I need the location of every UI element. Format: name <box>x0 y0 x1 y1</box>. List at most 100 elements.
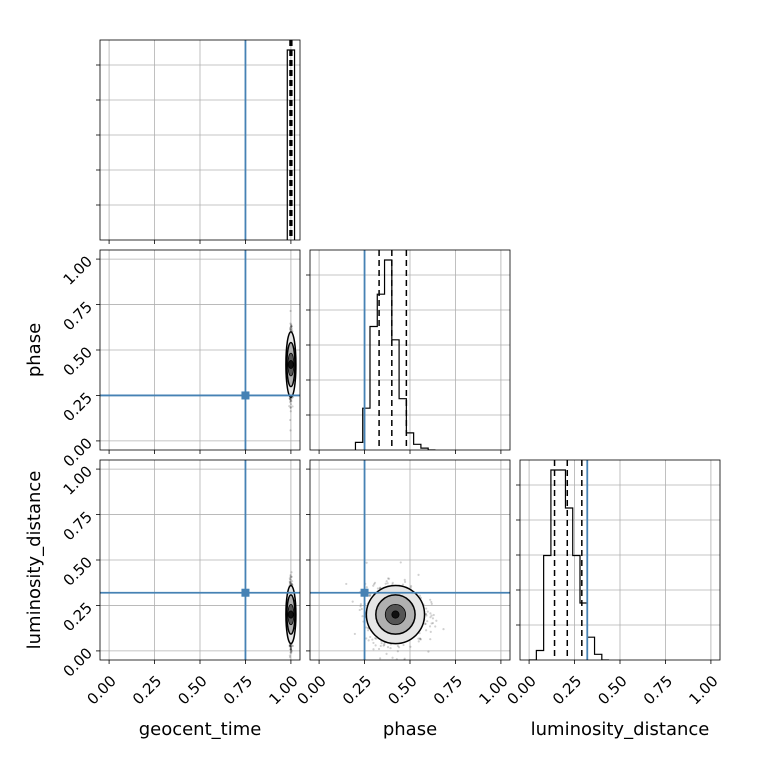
scatter-point <box>290 327 293 330</box>
scatter-point <box>424 622 427 625</box>
scatter-point <box>365 586 368 589</box>
x-axis-label: luminosity_distance <box>531 719 710 740</box>
grid <box>520 460 720 660</box>
scatter-point <box>379 586 382 589</box>
x-tick-label: 0.75 <box>430 672 466 708</box>
scatter-point <box>374 637 377 640</box>
scatter-point <box>429 630 432 633</box>
panel-content <box>100 460 300 660</box>
scatter-point <box>379 657 382 660</box>
scatter-point <box>289 418 292 422</box>
x-tick-label: 0.00 <box>293 672 329 708</box>
scatter-point <box>290 328 293 331</box>
grid <box>310 250 510 450</box>
scatter-point <box>418 594 422 597</box>
scatter-point <box>288 405 291 408</box>
x-tick-label: 1.00 <box>685 672 721 708</box>
scatter-point <box>387 577 391 580</box>
scatter-point <box>290 651 293 654</box>
scatter-point <box>410 584 413 588</box>
x-tick-label: 0.50 <box>594 672 630 708</box>
scatter-point <box>430 600 433 604</box>
scatter-point <box>396 650 399 653</box>
scatter-point <box>289 647 293 650</box>
scatter-point <box>289 399 293 402</box>
scatter-point <box>290 571 293 574</box>
scatter-point <box>366 629 370 632</box>
scatter-point <box>374 644 377 647</box>
scatter-point <box>431 617 435 620</box>
histogram-phase <box>354 259 436 450</box>
scatter-point <box>290 400 293 403</box>
scatter-point <box>289 648 293 651</box>
scatter-point <box>289 645 293 649</box>
y-tick-label: 0.25 <box>60 599 96 635</box>
scatter-point <box>288 644 291 647</box>
scatter-point <box>429 616 432 619</box>
scatter-point <box>289 326 292 329</box>
truth-marker <box>241 588 250 597</box>
scatter-point <box>289 644 292 647</box>
grid <box>100 250 300 450</box>
density-contour <box>391 610 400 619</box>
scatter-point <box>375 637 378 640</box>
scatter-point <box>289 406 292 409</box>
scatter-point <box>367 639 370 642</box>
scatter-point <box>290 582 293 586</box>
scatter-point <box>365 561 368 564</box>
scatter-point <box>425 629 428 632</box>
scatter-point <box>425 614 428 617</box>
scatter-point <box>372 648 375 651</box>
panel-0-0 <box>96 39 301 244</box>
scatter-point <box>429 638 432 641</box>
scatter-point <box>289 575 292 578</box>
y-axis-label: phase <box>24 323 45 377</box>
scatter-point <box>435 619 438 622</box>
panel-1-0: 0.00 0.25 0.50 0.75 1.00 phase <box>24 249 301 471</box>
scatter-point <box>289 328 292 331</box>
scatter-point <box>409 645 412 648</box>
scatter-point <box>417 573 420 576</box>
scatter-point <box>430 614 433 617</box>
y-tick-label: 0.50 <box>60 553 96 589</box>
scatter-point <box>289 328 292 332</box>
scatter-point <box>288 578 292 581</box>
panel-2-0: 0.000.250.500.751.00luminosity_distance0… <box>24 459 302 740</box>
density-contour <box>288 610 294 619</box>
grid <box>100 40 300 240</box>
scatter-point <box>396 644 399 648</box>
scatter-point <box>288 327 292 331</box>
scatter-point <box>373 583 376 586</box>
scatter-point <box>430 602 433 606</box>
scatter-point <box>289 398 292 401</box>
scatter-point <box>289 645 292 648</box>
scatter-point <box>290 323 293 326</box>
scatter-point <box>290 575 293 578</box>
scatter-point <box>289 322 292 325</box>
scatter-point <box>424 613 428 616</box>
scatter-point <box>385 580 388 583</box>
scatter-point <box>289 399 292 403</box>
scatter-point <box>391 581 394 584</box>
scatter-point <box>289 648 292 651</box>
scatter-point <box>418 637 422 640</box>
panel-content <box>244 40 296 240</box>
scatter-point <box>395 658 398 660</box>
scatter-point <box>386 646 390 649</box>
scatter-point <box>289 645 293 649</box>
panel-content <box>310 460 510 660</box>
scatter-point <box>289 644 292 647</box>
scatter-point <box>428 625 432 628</box>
scatter-point <box>442 628 445 631</box>
scatter-point <box>361 615 364 618</box>
scatter-point <box>289 582 292 585</box>
grid <box>100 460 300 660</box>
scatter-point <box>380 642 383 645</box>
y-tick-label: 0.25 <box>60 389 96 425</box>
scatter-point <box>290 325 293 328</box>
scatter-point <box>389 647 392 650</box>
scatter-point <box>426 620 429 623</box>
panel-content <box>354 250 436 450</box>
scatter-point <box>290 325 293 328</box>
